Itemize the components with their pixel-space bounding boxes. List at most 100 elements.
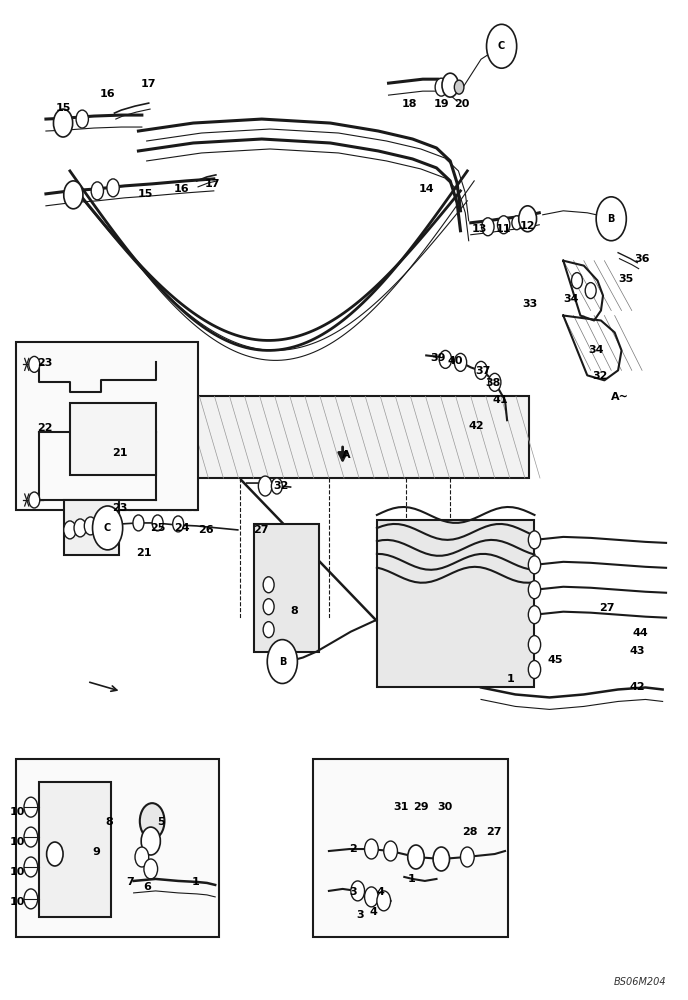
Bar <box>377 520 535 687</box>
Circle shape <box>475 361 487 379</box>
Text: 8: 8 <box>291 606 299 616</box>
Text: 17: 17 <box>205 179 220 189</box>
Circle shape <box>271 478 282 494</box>
Text: 15: 15 <box>55 103 71 113</box>
Circle shape <box>24 889 38 909</box>
Text: 4: 4 <box>376 887 385 897</box>
Circle shape <box>365 887 378 907</box>
Circle shape <box>263 577 274 593</box>
Bar <box>39 782 111 917</box>
Circle shape <box>439 350 451 368</box>
Text: 38: 38 <box>486 378 501 388</box>
Text: 7: 7 <box>127 877 134 887</box>
Bar <box>166 396 529 478</box>
Text: A~: A~ <box>611 392 629 402</box>
Text: 39: 39 <box>431 353 447 363</box>
Text: 36: 36 <box>634 254 650 264</box>
Circle shape <box>377 891 391 911</box>
Text: 16: 16 <box>100 89 116 99</box>
Text: 45: 45 <box>547 655 563 665</box>
Bar <box>70 403 155 475</box>
Bar <box>17 342 198 510</box>
Text: 1: 1 <box>506 675 515 685</box>
Bar <box>65 500 119 555</box>
Text: 27: 27 <box>599 603 614 613</box>
Text: 9: 9 <box>92 847 100 857</box>
Text: 19: 19 <box>434 99 450 109</box>
Text: 42: 42 <box>630 682 645 692</box>
Text: 17: 17 <box>141 79 156 89</box>
Circle shape <box>596 197 626 241</box>
Text: 43: 43 <box>630 646 645 656</box>
Circle shape <box>497 216 510 234</box>
Text: 32: 32 <box>592 371 608 381</box>
Circle shape <box>512 216 522 230</box>
Circle shape <box>460 847 474 867</box>
Circle shape <box>528 531 541 549</box>
Circle shape <box>454 80 464 94</box>
Circle shape <box>144 859 158 879</box>
Text: 25: 25 <box>150 523 165 533</box>
Text: 10: 10 <box>10 897 25 907</box>
Circle shape <box>76 110 89 128</box>
Text: 34: 34 <box>563 294 579 304</box>
Text: 14: 14 <box>418 184 434 194</box>
Circle shape <box>263 622 274 638</box>
Circle shape <box>528 606 541 624</box>
Text: 1: 1 <box>191 877 200 887</box>
Circle shape <box>408 845 424 869</box>
Text: 41: 41 <box>493 395 508 405</box>
Text: 1: 1 <box>407 874 415 884</box>
Circle shape <box>486 24 517 68</box>
Circle shape <box>24 797 38 817</box>
Text: 44: 44 <box>633 628 649 638</box>
Circle shape <box>29 356 40 372</box>
Text: 34: 34 <box>588 345 604 355</box>
Circle shape <box>64 181 83 209</box>
Circle shape <box>135 847 149 867</box>
Text: 12: 12 <box>520 221 535 231</box>
Circle shape <box>29 492 40 508</box>
Circle shape <box>140 803 164 839</box>
Bar <box>313 759 508 937</box>
Circle shape <box>442 73 458 97</box>
Circle shape <box>263 599 274 615</box>
Text: 5: 5 <box>158 817 165 827</box>
Text: 18: 18 <box>401 99 417 109</box>
Text: 10: 10 <box>10 867 25 877</box>
Circle shape <box>351 881 365 901</box>
Text: 27: 27 <box>252 525 268 535</box>
Text: 24: 24 <box>174 523 189 533</box>
Text: 20: 20 <box>454 99 469 109</box>
Circle shape <box>47 842 63 866</box>
Circle shape <box>173 516 184 532</box>
Circle shape <box>91 182 103 200</box>
Circle shape <box>267 640 297 683</box>
Circle shape <box>585 283 596 299</box>
Circle shape <box>384 841 398 861</box>
Text: 15: 15 <box>138 189 153 199</box>
Circle shape <box>433 847 449 871</box>
Text: 32: 32 <box>273 481 289 491</box>
Bar <box>17 759 219 937</box>
Text: 29: 29 <box>413 802 429 812</box>
Text: A: A <box>342 450 350 460</box>
Text: 10: 10 <box>10 837 25 847</box>
Text: 10: 10 <box>10 807 25 817</box>
Text: 3: 3 <box>349 887 356 897</box>
Circle shape <box>488 373 501 391</box>
Text: 21: 21 <box>112 448 128 458</box>
Bar <box>254 524 319 652</box>
Text: 13: 13 <box>472 224 487 234</box>
Text: 8: 8 <box>106 817 114 827</box>
Circle shape <box>454 353 466 371</box>
Circle shape <box>528 636 541 654</box>
Text: 33: 33 <box>523 299 538 309</box>
Text: 31: 31 <box>393 802 409 812</box>
Text: 30: 30 <box>438 802 453 812</box>
Text: 21: 21 <box>136 548 151 558</box>
Text: 16: 16 <box>174 184 189 194</box>
Text: C: C <box>498 41 505 51</box>
Text: 27: 27 <box>486 827 501 837</box>
Circle shape <box>365 839 378 859</box>
